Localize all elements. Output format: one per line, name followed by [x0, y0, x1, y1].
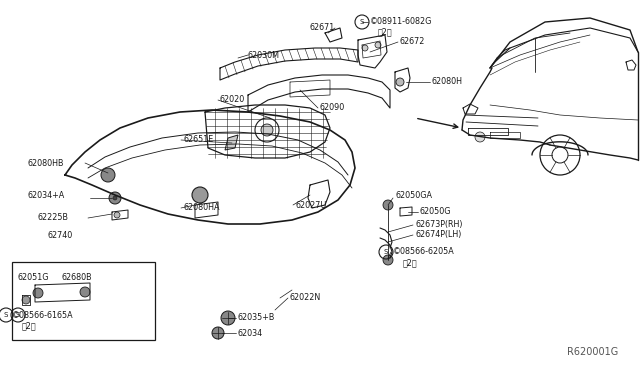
Circle shape: [396, 78, 404, 86]
Text: 62050G: 62050G: [420, 208, 451, 217]
Text: 62051G: 62051G: [18, 273, 49, 282]
Text: 〱2〈: 〱2〈: [403, 259, 418, 267]
Circle shape: [362, 45, 368, 51]
Text: 62672: 62672: [400, 38, 426, 46]
Text: 62671: 62671: [310, 23, 335, 32]
Text: 62674P(LH): 62674P(LH): [415, 231, 461, 240]
Text: 62225B: 62225B: [38, 214, 69, 222]
Circle shape: [383, 255, 393, 265]
Text: 62090: 62090: [320, 103, 345, 112]
Bar: [12, 262, 155, 340]
Circle shape: [192, 187, 208, 203]
Text: 62740: 62740: [48, 231, 73, 240]
Text: 62034+A: 62034+A: [28, 190, 65, 199]
Text: ©08566-6205A: ©08566-6205A: [393, 247, 455, 257]
Text: S: S: [384, 249, 388, 255]
Text: R620001G: R620001G: [567, 347, 618, 357]
Circle shape: [22, 296, 30, 304]
Text: 〱2〈: 〱2〈: [22, 321, 36, 330]
Text: 〱2〈: 〱2〈: [378, 28, 392, 36]
Circle shape: [114, 212, 120, 218]
Text: 62050GA: 62050GA: [395, 190, 432, 199]
Text: 62022N: 62022N: [290, 294, 321, 302]
Circle shape: [261, 124, 273, 136]
Text: S: S: [4, 312, 8, 318]
Polygon shape: [225, 135, 238, 150]
Text: ©08566-6165A: ©08566-6165A: [12, 311, 74, 320]
Circle shape: [33, 288, 43, 298]
Circle shape: [212, 327, 224, 339]
Circle shape: [221, 311, 235, 325]
Circle shape: [375, 42, 381, 48]
Text: 62680B: 62680B: [62, 273, 93, 282]
Text: 62034: 62034: [238, 328, 263, 337]
Circle shape: [475, 132, 485, 142]
Text: 62027U: 62027U: [295, 201, 326, 209]
Text: 62030M: 62030M: [248, 51, 280, 60]
Circle shape: [113, 196, 117, 200]
Text: ©08911-6082G: ©08911-6082G: [370, 17, 433, 26]
Circle shape: [80, 287, 90, 297]
Text: 62673P(RH): 62673P(RH): [415, 221, 463, 230]
Circle shape: [109, 192, 121, 204]
Text: 62035+B: 62035+B: [238, 314, 275, 323]
Text: 62080HA: 62080HA: [183, 203, 220, 212]
Text: 62080H: 62080H: [432, 77, 463, 87]
Text: S: S: [16, 312, 20, 318]
Circle shape: [383, 200, 393, 210]
Circle shape: [101, 168, 115, 182]
Text: 62651E: 62651E: [183, 135, 213, 144]
Text: 62080HB: 62080HB: [28, 158, 65, 167]
Text: 62020: 62020: [220, 96, 245, 105]
Text: S: S: [360, 19, 364, 25]
